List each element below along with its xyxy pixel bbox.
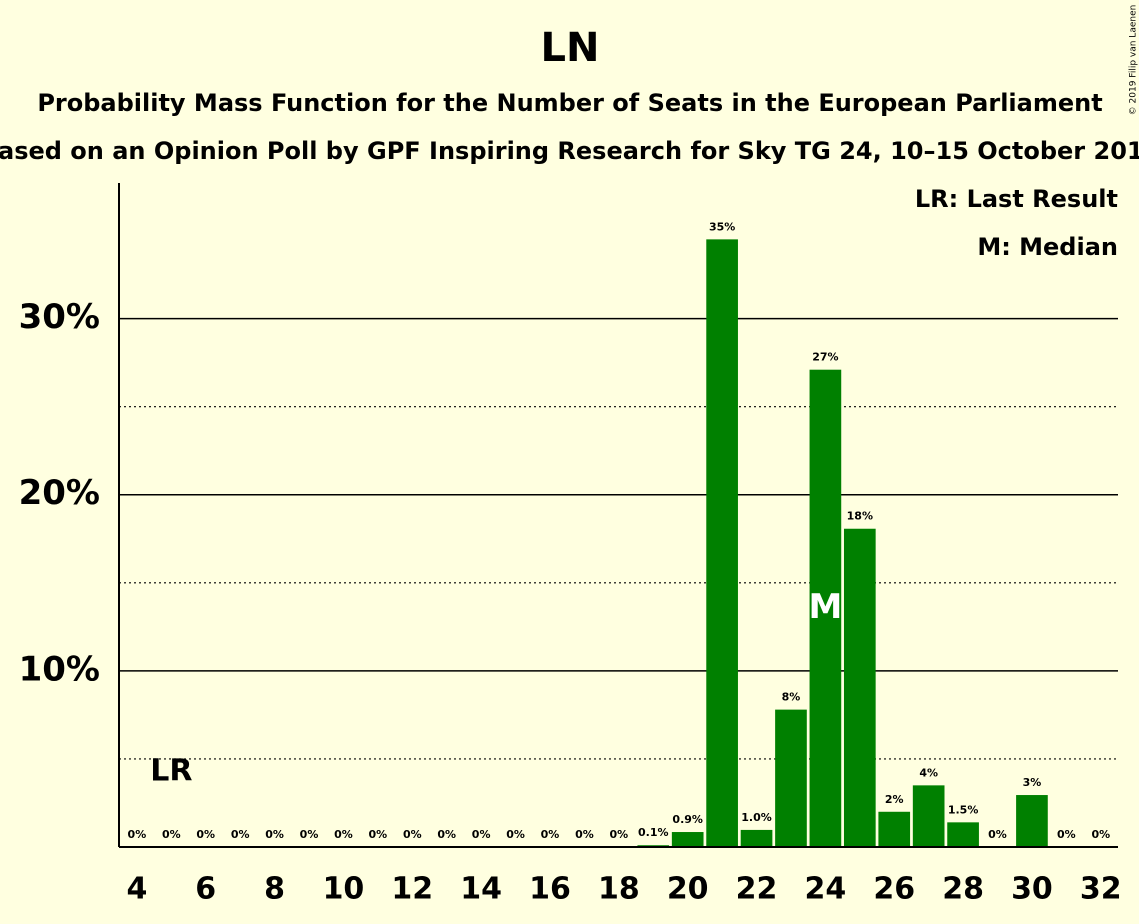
x-tick-label: 12 (391, 872, 433, 907)
bar (843, 528, 876, 847)
x-tick-label: 26 (873, 872, 915, 907)
bar (740, 829, 773, 847)
value-label: 0% (1057, 828, 1076, 841)
credit: © 2019 Filip van Laenen (1129, 5, 1139, 116)
bar (706, 239, 738, 848)
bar (947, 822, 979, 847)
x-tick-label: 22 (736, 872, 778, 907)
value-label: 0% (196, 828, 215, 841)
value-label: 0% (1091, 828, 1110, 841)
y-tick-label: 20% (19, 473, 100, 513)
value-label: 35% (709, 220, 735, 233)
value-label: 0% (610, 828, 629, 841)
value-label: 0% (265, 828, 284, 841)
x-tick-label: 30 (1011, 872, 1053, 907)
x-tick-label: 18 (598, 872, 640, 907)
value-label: 0.9% (672, 813, 703, 826)
chart-title: LN (541, 25, 600, 71)
value-label: 0% (506, 828, 525, 841)
value-label: 0% (334, 828, 353, 841)
bar (775, 709, 807, 847)
x-tick-label: 20 (667, 872, 709, 907)
y-tick-label: 30% (19, 297, 100, 337)
y-tick-label: 10% (19, 649, 100, 689)
last-result-marker: LR (150, 754, 192, 789)
value-label: 0.1% (638, 826, 669, 839)
value-label: 27% (812, 351, 838, 364)
chart-subtitle: Based on an Opinion Poll by GPF Inspirin… (0, 137, 1139, 165)
value-label: 3% (1023, 776, 1042, 789)
chart-subtitle: Probability Mass Function for the Number… (37, 89, 1102, 117)
value-label: 0% (231, 828, 250, 841)
x-tick-label: 8 (264, 872, 285, 907)
value-label: 4% (919, 766, 938, 779)
value-label: 0% (472, 828, 491, 841)
value-label: 0% (575, 828, 594, 841)
x-tick-label: 10 (323, 872, 365, 907)
value-label: 0% (128, 828, 147, 841)
value-label: 0% (369, 828, 388, 841)
bar (878, 811, 911, 847)
bar (809, 369, 842, 847)
value-label: 0% (162, 828, 181, 841)
value-label: 0% (300, 828, 319, 841)
bar (1016, 795, 1048, 847)
value-label: 0% (541, 828, 560, 841)
median-marker: M (808, 587, 842, 627)
value-label: 0% (437, 828, 456, 841)
x-tick-label: 4 (126, 872, 147, 907)
x-tick-label: 32 (1080, 872, 1122, 907)
legend-entry: LR: Last Result (915, 185, 1118, 213)
value-label: 1.5% (948, 803, 979, 816)
value-label: 0% (403, 828, 422, 841)
value-label: 2% (885, 793, 904, 806)
value-label: 1.0% (741, 811, 772, 824)
bar (912, 785, 945, 847)
x-tick-label: 16 (529, 872, 571, 907)
x-tick-label: 6 (195, 872, 216, 907)
value-label: 8% (782, 691, 801, 704)
x-tick-label: 24 (805, 872, 847, 907)
legend-entry: M: Median (977, 233, 1118, 261)
x-tick-label: 14 (460, 872, 502, 907)
x-tick-label: 28 (942, 872, 984, 907)
value-label: 18% (847, 510, 873, 523)
bar (671, 832, 704, 847)
value-label: 0% (988, 828, 1007, 841)
